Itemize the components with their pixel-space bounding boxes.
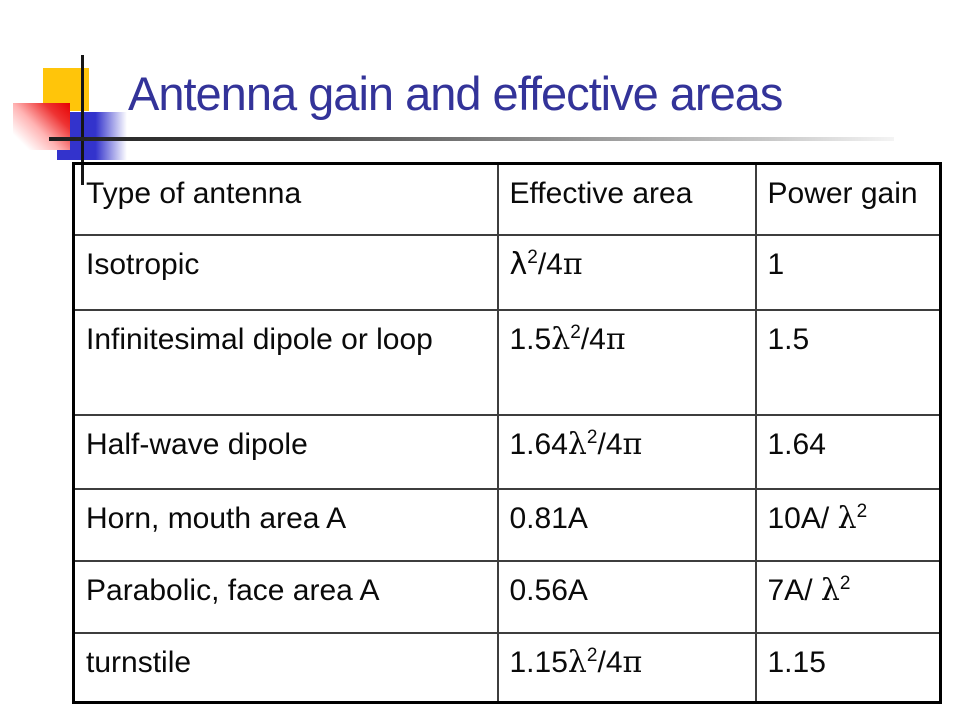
- power-gain-cell: 7A/ λ2: [754, 560, 942, 634]
- antenna-type-cell: Isotropic: [72, 234, 499, 311]
- formula-divider: /4: [597, 428, 623, 461]
- table-row: Horn, mouth area A 0.81A 10A/ λ2: [72, 488, 942, 562]
- lambda-symbol: λ: [820, 573, 840, 608]
- formula-prefix: 7A/: [767, 574, 821, 607]
- power-gain-cell: 1: [754, 234, 942, 311]
- lambda-symbol: λ: [567, 645, 587, 680]
- antenna-type-label: Infinitesimal dipole or loop: [86, 323, 433, 356]
- pi-symbol: π: [622, 427, 643, 462]
- table-row: Parabolic, face area A 0.56A 7A/ λ2: [72, 560, 942, 634]
- formula-prefix: 10A/: [767, 502, 838, 535]
- formula-prefix: 1: [767, 248, 785, 281]
- table-row: Isotropic λ2/4π 1: [72, 234, 942, 311]
- exponent: 2: [527, 247, 538, 268]
- antenna-type-label: Half-wave dipole: [86, 428, 308, 461]
- header-label: Power gain: [767, 177, 918, 210]
- effective-area-cell: λ2/4π: [496, 234, 757, 311]
- table-header-row: Type of antenna Effective area Power gai…: [72, 162, 942, 236]
- exponent: 2: [839, 573, 851, 594]
- pi-symbol: π: [605, 322, 626, 357]
- exponent: 2: [586, 645, 598, 666]
- effective-area-cell: 1.64λ2/4π: [496, 414, 757, 490]
- antenna-type-cell: Half-wave dipole: [72, 414, 499, 490]
- antenna-type-cell: Parabolic, face area A: [72, 560, 499, 634]
- formula-divider: /4: [537, 248, 563, 281]
- formula-prefix: 1.64: [767, 428, 826, 461]
- antenna-type-cell: Horn, mouth area A: [72, 488, 499, 562]
- lambda-symbol: λ: [567, 427, 587, 462]
- table-row: turnstile 1.15λ2/4π 1.15: [72, 632, 942, 704]
- formula-prefix: 1.64: [509, 428, 568, 461]
- power-gain-cell: 1.15: [754, 632, 942, 704]
- antenna-type-label: Horn, mouth area A: [86, 502, 347, 535]
- formula-prefix: 1.15: [509, 646, 568, 679]
- exponent: 2: [856, 501, 868, 522]
- vertical-line-decoration: [81, 55, 84, 185]
- effective-area-cell: 0.81A: [496, 488, 757, 562]
- antenna-type-cell: turnstile: [72, 632, 499, 704]
- table-row: Half-wave dipole 1.64λ2/4π 1.64: [72, 414, 942, 490]
- formula-prefix: 1.5: [767, 323, 810, 356]
- exponent: 2: [586, 427, 598, 448]
- horizontal-rule-decoration: [49, 137, 894, 141]
- lambda-symbol: λ: [509, 247, 528, 282]
- red-square-icon: [13, 103, 70, 150]
- header-type-of-antenna: Type of antenna: [72, 162, 499, 236]
- lambda-symbol: λ: [837, 501, 857, 536]
- effective-area-cell: 0.56A: [496, 560, 757, 634]
- effective-area-cell: 1.15λ2/4π: [496, 632, 757, 704]
- power-gain-cell: 1.64: [754, 414, 942, 490]
- antenna-type-cell: Infinitesimal dipole or loop: [72, 309, 499, 416]
- formula-prefix: 1.5: [509, 323, 552, 356]
- antenna-type-label: Parabolic, face area A: [86, 574, 380, 607]
- antenna-type-label: turnstile: [86, 646, 192, 679]
- header-power-gain: Power gain: [754, 162, 942, 236]
- power-gain-cell: 1.5: [754, 309, 942, 416]
- exponent: 2: [570, 322, 581, 343]
- antenna-gain-table: Type of antenna Effective area Power gai…: [72, 162, 942, 704]
- header-effective-area: Effective area: [496, 162, 757, 236]
- pi-symbol: π: [622, 645, 643, 680]
- formula-divider: /4: [597, 646, 623, 679]
- lambda-symbol: λ: [551, 322, 571, 357]
- formula-divider: /4: [580, 323, 606, 356]
- header-label: Effective area: [509, 177, 693, 210]
- page-title: Antenna gain and effective areas: [128, 67, 783, 120]
- formula-prefix: 1.15: [767, 646, 826, 679]
- table-row: Infinitesimal dipole or loop 1.5λ2/4π 1.…: [72, 309, 942, 416]
- antenna-type-label: Isotropic: [86, 248, 200, 281]
- pi-symbol: π: [562, 247, 583, 282]
- formula-prefix: 0.56A: [509, 574, 588, 607]
- power-gain-cell: 10A/ λ2: [754, 488, 942, 562]
- formula-prefix: 0.81A: [509, 502, 588, 535]
- header-label: Type of antenna: [86, 177, 302, 210]
- effective-area-cell: 1.5λ2/4π: [496, 309, 757, 416]
